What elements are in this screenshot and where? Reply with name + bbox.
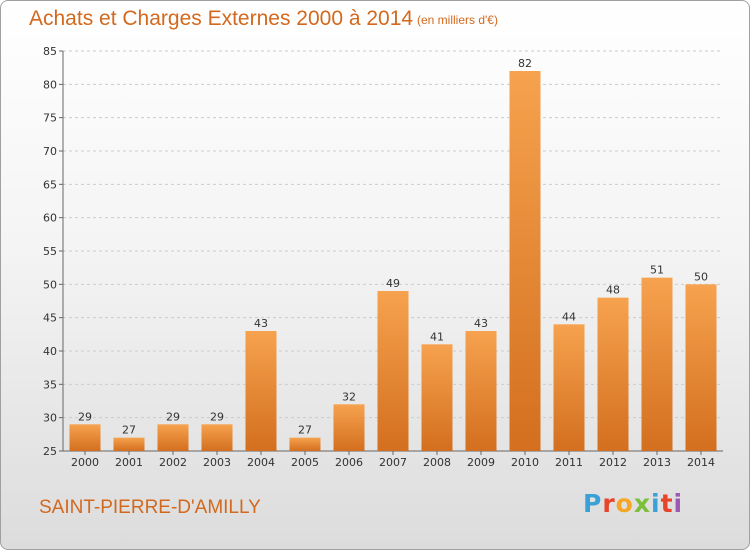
logo-letter: i	[673, 489, 684, 518]
y-tick-label: 85	[43, 45, 57, 58]
x-tick-label: 2005	[291, 456, 319, 469]
data-label: 41	[430, 330, 444, 343]
y-tick-label: 60	[43, 212, 57, 225]
data-label: 27	[122, 424, 136, 437]
chart-title: Achats et Charges Externes 2000 à 2014	[29, 7, 414, 30]
x-tick-label: 2008	[423, 456, 451, 469]
data-label: 49	[386, 277, 400, 290]
x-tick-label: 2007	[379, 456, 407, 469]
x-tick-label: 2010	[511, 456, 539, 469]
bar	[553, 324, 585, 451]
x-tick-label: 2009	[467, 456, 495, 469]
bar	[201, 424, 233, 451]
y-tick-label: 25	[43, 445, 57, 458]
x-tick-label: 2011	[555, 456, 583, 469]
bar	[69, 424, 101, 451]
data-label: 27	[298, 424, 312, 437]
data-label: 82	[518, 57, 532, 70]
y-tick-label: 45	[43, 312, 57, 325]
x-tick-label: 2014	[687, 456, 715, 469]
y-tick-label: 35	[43, 378, 57, 391]
logo-letter: i	[651, 489, 661, 518]
x-tick-label: 2000	[71, 456, 99, 469]
x-tick-label: 2003	[203, 456, 231, 469]
bar	[421, 344, 453, 451]
y-tick-label: 55	[43, 245, 57, 258]
bar	[333, 404, 365, 451]
logo-letter: P	[583, 489, 603, 518]
data-label: 44	[562, 310, 576, 323]
bar	[465, 331, 497, 451]
data-label: 50	[694, 270, 708, 283]
logo-letter: o	[615, 489, 634, 518]
location-name: SAINT-PIERRE-D'AMILLY	[39, 497, 261, 518]
x-tick-label: 2001	[115, 456, 143, 469]
y-tick-label: 75	[43, 112, 57, 125]
data-label: 43	[254, 317, 268, 330]
y-tick-label: 70	[43, 145, 57, 158]
data-label: 29	[166, 410, 180, 423]
x-tick-label: 2006	[335, 456, 363, 469]
bar	[509, 71, 541, 451]
bar	[289, 437, 321, 451]
logo-letter: r	[602, 489, 616, 518]
x-tick-label: 2012	[599, 456, 627, 469]
data-label: 48	[606, 284, 620, 297]
y-tick-label: 40	[43, 345, 57, 358]
bar	[377, 291, 409, 451]
bar	[245, 331, 277, 451]
logo-letter: x	[633, 489, 651, 518]
bar	[113, 437, 145, 451]
x-tick-label: 2004	[247, 456, 275, 469]
bar	[157, 424, 189, 451]
y-tick-label: 80	[43, 78, 57, 91]
data-label: 43	[474, 317, 488, 330]
chart-subtitle: (en milliers d'€)	[417, 13, 498, 27]
y-tick-label: 30	[43, 412, 57, 425]
bar	[641, 277, 673, 451]
data-label: 51	[650, 264, 664, 277]
data-label: 29	[210, 410, 224, 423]
data-label: 29	[78, 410, 92, 423]
proxiti-logo: Proxiti	[583, 489, 683, 518]
x-tick-label: 2013	[643, 456, 671, 469]
y-tick-label: 50	[43, 278, 57, 291]
x-tick-label: 2002	[159, 456, 187, 469]
data-label: 32	[342, 390, 356, 403]
bar	[685, 284, 717, 451]
logo-letter: t	[660, 489, 674, 518]
bar	[597, 297, 629, 451]
y-tick-label: 65	[43, 178, 57, 191]
